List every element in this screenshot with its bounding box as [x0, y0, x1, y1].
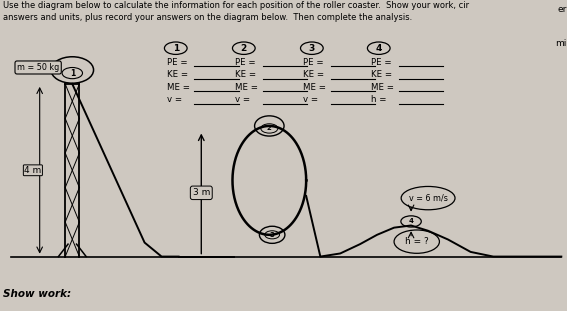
Text: 3: 3	[270, 232, 274, 238]
Text: h =: h =	[371, 95, 387, 104]
Text: ME =: ME =	[371, 83, 395, 91]
Text: 4: 4	[409, 218, 413, 225]
Text: mi: mi	[556, 39, 567, 48]
Text: PE =: PE =	[371, 58, 392, 67]
Text: 4 m: 4 m	[24, 166, 41, 175]
Text: PE =: PE =	[303, 58, 324, 67]
Text: 4: 4	[375, 44, 382, 53]
Text: PE =: PE =	[167, 58, 188, 67]
Text: 1: 1	[172, 44, 179, 53]
Text: KE =: KE =	[303, 70, 324, 79]
Text: er: er	[557, 5, 567, 14]
Text: v =: v =	[303, 95, 319, 104]
Text: answers and units, plus record your answers on the diagram below.  Then complete: answers and units, plus record your answ…	[3, 13, 412, 22]
Text: KE =: KE =	[371, 70, 392, 79]
Text: 2: 2	[267, 125, 272, 132]
Text: ME =: ME =	[167, 83, 191, 91]
Text: m = 50 kg: m = 50 kg	[17, 63, 60, 72]
Text: KE =: KE =	[167, 70, 188, 79]
Text: Use the diagram below to calculate the information for each position of the roll: Use the diagram below to calculate the i…	[3, 1, 469, 10]
Text: v =: v =	[235, 95, 251, 104]
Text: 2: 2	[240, 44, 247, 53]
Text: ME =: ME =	[303, 83, 327, 91]
Text: v =: v =	[167, 95, 183, 104]
Text: KE =: KE =	[235, 70, 256, 79]
Text: 3 m: 3 m	[193, 188, 210, 197]
Text: 1: 1	[70, 69, 75, 77]
Text: Show work:: Show work:	[3, 289, 71, 299]
Text: h = ?: h = ?	[405, 237, 429, 246]
Text: PE =: PE =	[235, 58, 256, 67]
Text: 3: 3	[308, 44, 315, 53]
Text: ME =: ME =	[235, 83, 259, 91]
Text: v = 6 m/s: v = 6 m/s	[409, 194, 447, 202]
